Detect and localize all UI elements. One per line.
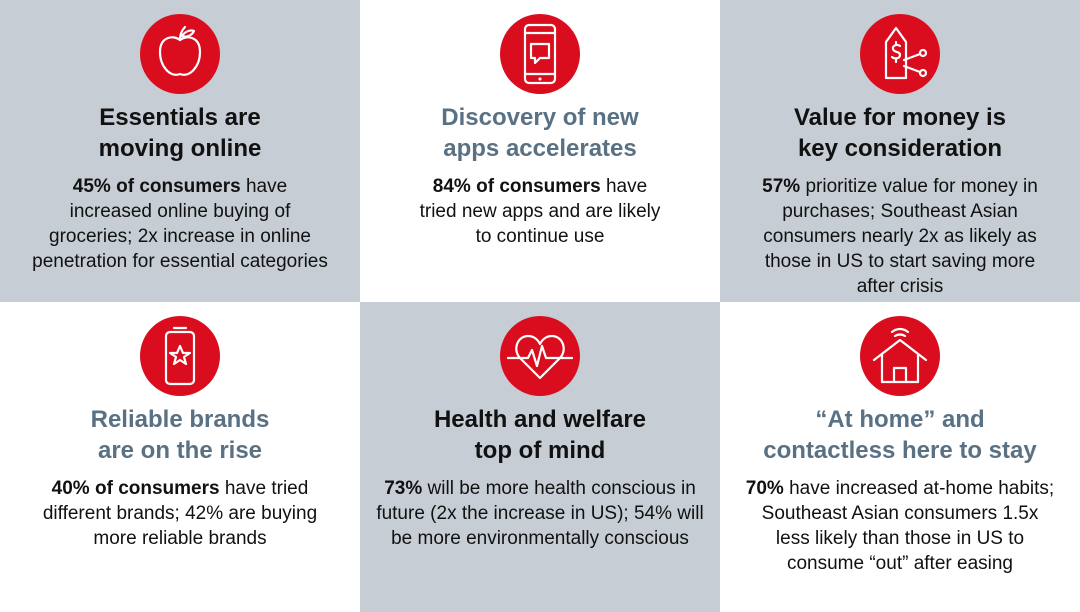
text: have increased online buying of grocerie… xyxy=(32,176,328,272)
icon-phone xyxy=(500,14,580,94)
card-body: 57% prioritize value for money in purcha… xyxy=(750,174,1050,299)
title-line: apps accelerates xyxy=(443,135,637,162)
card: “At home” and contactless here to stay 70… xyxy=(720,302,1080,612)
lead: 70% xyxy=(745,478,784,499)
card-body: 70% have increased at-home habits; South… xyxy=(745,476,1055,576)
card: Health and welfare top of mind 73% will b… xyxy=(360,302,720,612)
icon-price-tag xyxy=(860,14,940,94)
lead: 84% of consumers xyxy=(432,176,601,197)
card-body: 40% of consumers have tried different br… xyxy=(30,476,330,551)
title-line: key consideration xyxy=(797,135,1003,162)
title-line: are on the rise xyxy=(97,437,263,464)
card: Value for money is key consideration 57% … xyxy=(720,0,1080,302)
text: have increased at-home habits; Southeast… xyxy=(761,478,1055,574)
icon-home xyxy=(860,316,940,396)
title-line: “At home” and xyxy=(815,406,985,433)
title-line: moving online xyxy=(98,135,262,162)
text: prioritize value for money in purchases;… xyxy=(763,176,1038,297)
title-line: Discovery of new xyxy=(441,104,639,131)
card-body: 45% of consumers have increased online b… xyxy=(30,174,330,274)
card-title: Value for money is key consideration xyxy=(720,102,1080,164)
lead: 45% of consumers xyxy=(72,176,241,197)
card-title: Health and welfare top of mind xyxy=(360,404,720,466)
lead: 57% xyxy=(762,176,801,197)
title-line: Reliable brands xyxy=(90,406,270,433)
title-line: top of mind xyxy=(474,437,606,464)
icon-can xyxy=(140,316,220,396)
card-title: Discovery of new apps accelerates xyxy=(360,102,720,164)
lead: 73% xyxy=(384,478,423,499)
text: have tried new apps and are likely to co… xyxy=(419,176,661,247)
card: Discovery of new apps accelerates 84% of … xyxy=(360,0,720,302)
card-title: Essentials are moving online xyxy=(0,102,360,164)
card-title: Reliable brands are on the rise xyxy=(0,404,360,466)
lead: 40% of consumers xyxy=(51,478,220,499)
title-line: Health and welfare xyxy=(433,406,647,433)
title-line: Value for money is xyxy=(793,104,1007,131)
icon-heart xyxy=(500,316,580,396)
card-body: 84% of consumers have tried new apps and… xyxy=(418,174,663,249)
card: Essentials are moving online 45% of consu… xyxy=(0,0,360,302)
text: have tried different brands; 42% are buy… xyxy=(42,478,318,549)
title-line: contactless here to stay xyxy=(763,437,1037,464)
text: will be more health conscious in future … xyxy=(376,478,704,549)
card-title: “At home” and contactless here to stay xyxy=(720,404,1080,466)
title-line: Essentials are xyxy=(99,104,261,131)
card-body: 73% will be more health conscious in fut… xyxy=(373,476,708,551)
icon-apple xyxy=(140,14,220,94)
card: Reliable brands are on the rise 40% of co… xyxy=(0,302,360,612)
